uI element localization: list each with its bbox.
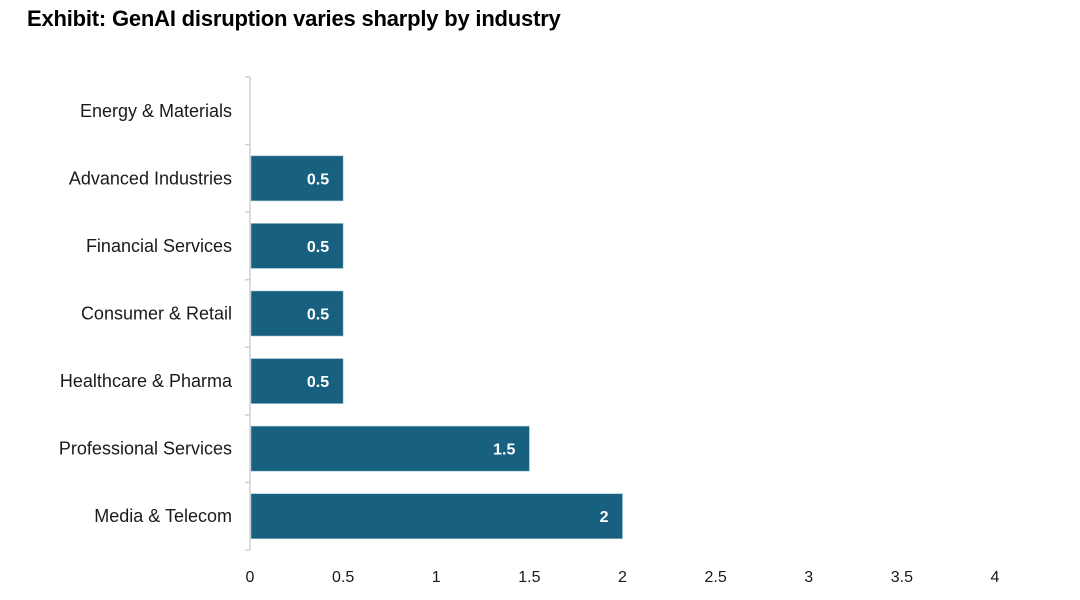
data-label: 0.5 (307, 171, 329, 188)
x-tick-label: 3 (804, 569, 813, 586)
data-label: 0.5 (307, 374, 329, 391)
data-label: 2 (600, 509, 609, 526)
data-label: 1.5 (493, 442, 515, 459)
category-label: Consumer & Retail (81, 304, 232, 324)
x-tick-label: 0.5 (332, 569, 354, 586)
bar (250, 493, 623, 540)
bar (250, 155, 344, 202)
category-label: Advanced Industries (69, 168, 232, 188)
category-label: Healthcare & Pharma (60, 371, 233, 391)
x-tick-label: 2.5 (705, 569, 727, 586)
bar (250, 358, 344, 404)
chart-title: Exhibit: GenAI disruption varies sharply… (27, 6, 561, 31)
x-tick-label: 0 (246, 569, 255, 586)
x-tick-label: 1.5 (518, 569, 540, 586)
x-tick-label: 4 (991, 569, 1000, 586)
x-tick-label: 3.5 (891, 569, 913, 586)
category-label: Financial Services (86, 236, 232, 256)
data-label: 0.5 (307, 239, 329, 256)
x-tick-label: 1 (432, 569, 441, 586)
bar (250, 290, 344, 337)
category-label: Energy & Materials (80, 101, 232, 121)
bar (250, 425, 530, 472)
category-label: Media & Telecom (94, 506, 232, 526)
data-label: 0.5 (307, 307, 329, 324)
x-tick-label: 2 (618, 569, 627, 586)
category-label: Professional Services (59, 439, 232, 459)
bar (250, 223, 344, 269)
